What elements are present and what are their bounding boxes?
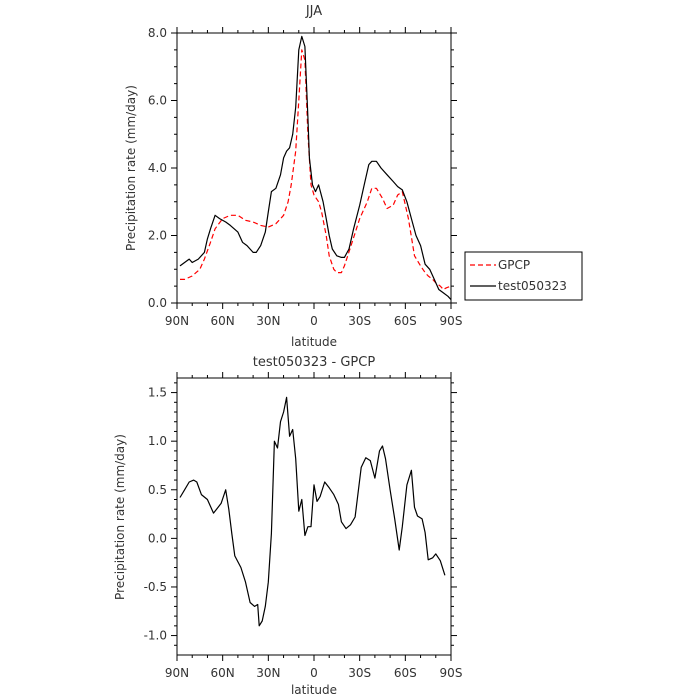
top-x-tick-label: 30N [256, 314, 280, 328]
bottom-x-tick-label: 60S [394, 666, 417, 680]
bottom-x-tick-label: 0 [310, 666, 318, 680]
top-x-tick-label: 60S [394, 314, 417, 328]
legend-label-test: test050323 [498, 279, 567, 293]
legend-box [464, 251, 583, 301]
bottom-series-line-difference [179, 396, 446, 627]
bottom-x-tick-label: 30N [256, 666, 280, 680]
bottom-y-tick-label: 0.5 [148, 483, 167, 497]
bottom-y-tick-label: -0.5 [144, 580, 167, 594]
bottom-panel: test050323 - GPCP 90N 60N 30N 0 30S 60S 90S -1… [113, 355, 462, 697]
top-x-axis-title: latitude [291, 335, 337, 349]
bottom-x-tick-label: 90S [440, 666, 463, 680]
top-x-tick-label: 60N [211, 314, 235, 328]
bottom-series-lines [179, 396, 446, 627]
top-y-tick-label: 4.0 [148, 161, 167, 175]
top-y-axis-title: Precipitation rate (mm/day) [124, 85, 138, 251]
legend-label-gpcp: GPCP [498, 258, 530, 272]
top-y-tick-labels: 0.0 2.0 4.0 6.0 8.0 [148, 26, 167, 310]
bottom-y-tick-labels: -1.0 -0.5 0.0 0.5 1.0 1.5 [144, 386, 167, 643]
bottom-y-tick-label: 1.0 [148, 434, 167, 448]
top-panel-title: JJA [305, 4, 322, 19]
top-x-tick-label: 0 [310, 314, 318, 328]
top-series-lines [179, 35, 452, 301]
top-y-tick-label: 6.0 [148, 94, 167, 108]
top-ticks [171, 27, 457, 309]
bottom-panel-title: test050323 - GPCP [253, 355, 376, 370]
legend: GPCP test050323 [464, 251, 583, 301]
top-y-tick-label: 0.0 [148, 296, 167, 310]
top-panel: JJA 90N 60N 30N 0 30S 60S 90S 0.02.04.06.08.0 … [124, 4, 583, 349]
bottom-y-tick-label: 0.0 [148, 531, 167, 545]
bottom-y-tick-label: 1.5 [148, 386, 167, 400]
top-x-tick-label: 90S [440, 314, 463, 328]
bottom-x-tick-label: 60N [211, 666, 235, 680]
top-series-line-test050323 [179, 35, 452, 301]
top-x-tick-label: 90N [165, 314, 189, 328]
top-y-tick-label: 8.0 [148, 26, 167, 40]
bottom-x-tick-labels: 90N 60N 30N 0 30S 60S 90S [165, 666, 463, 680]
bottom-x-axis-title: latitude [291, 683, 337, 697]
top-series-line-gpcp [180, 49, 452, 291]
bottom-y-axis-title: Precipitation rate (mm/day) [113, 434, 127, 600]
bottom-y-tick-label: -1.0 [144, 629, 167, 643]
bottom-x-tick-label: 30S [348, 666, 371, 680]
top-plot-frame [176, 32, 452, 304]
top-x-tick-label: 30S [348, 314, 371, 328]
bottom-ticks [171, 372, 457, 661]
bottom-plot-frame [176, 377, 452, 656]
top-x-tick-labels: 90N 60N 30N 0 30S 60S 90S [165, 314, 463, 328]
bottom-x-tick-label: 90N [165, 666, 189, 680]
top-y-tick-label: 2.0 [148, 229, 167, 243]
